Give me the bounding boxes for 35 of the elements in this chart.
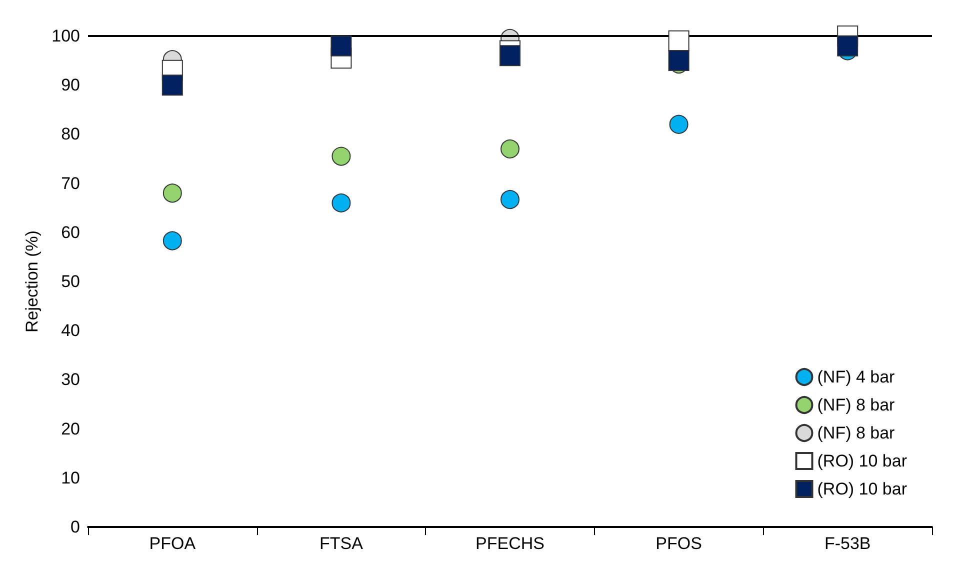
y-tick-label: 50 [61, 272, 80, 291]
y-tick-label: 20 [61, 419, 80, 438]
y-tick-label: 30 [61, 370, 80, 390]
y-tick-label: 90 [61, 76, 80, 95]
y-tick-label: 80 [61, 124, 80, 144]
point [332, 193, 351, 212]
y-axis-title: Rejection (%) [22, 230, 42, 333]
y-tick-label: 100 [52, 26, 80, 46]
point [669, 114, 688, 134]
point [330, 35, 352, 56]
x-tick-label: PFOS [656, 534, 702, 553]
point [668, 50, 690, 72]
point [500, 139, 520, 158]
y-tick-label: 40 [61, 321, 80, 340]
legend-label: (NF) 4 bar [817, 368, 896, 386]
point [500, 45, 520, 66]
point [162, 231, 182, 250]
y-tick-label: 60 [61, 222, 80, 242]
y-tick-label: 70 [61, 174, 80, 193]
point [332, 146, 351, 166]
point [162, 74, 183, 96]
point [162, 184, 182, 203]
legend-label: (NF) 8 bar [817, 396, 896, 414]
point [668, 30, 690, 52]
point [500, 190, 520, 209]
x-tick-label: FTSA [319, 534, 364, 553]
y-tick-label: 10 [61, 468, 80, 488]
x-tick-label: PFECHS [476, 534, 544, 553]
legend-label: (RO) 10 bar [817, 452, 908, 470]
legend-label: (NF) 8 bar [817, 424, 896, 442]
x-tick-label: F-53B [824, 534, 871, 553]
x-tick-label: PFOA [149, 534, 196, 553]
legend-label: (RO) 10 bar [817, 480, 908, 498]
y-tick-label: 0 [70, 518, 80, 536]
point [837, 35, 858, 56]
